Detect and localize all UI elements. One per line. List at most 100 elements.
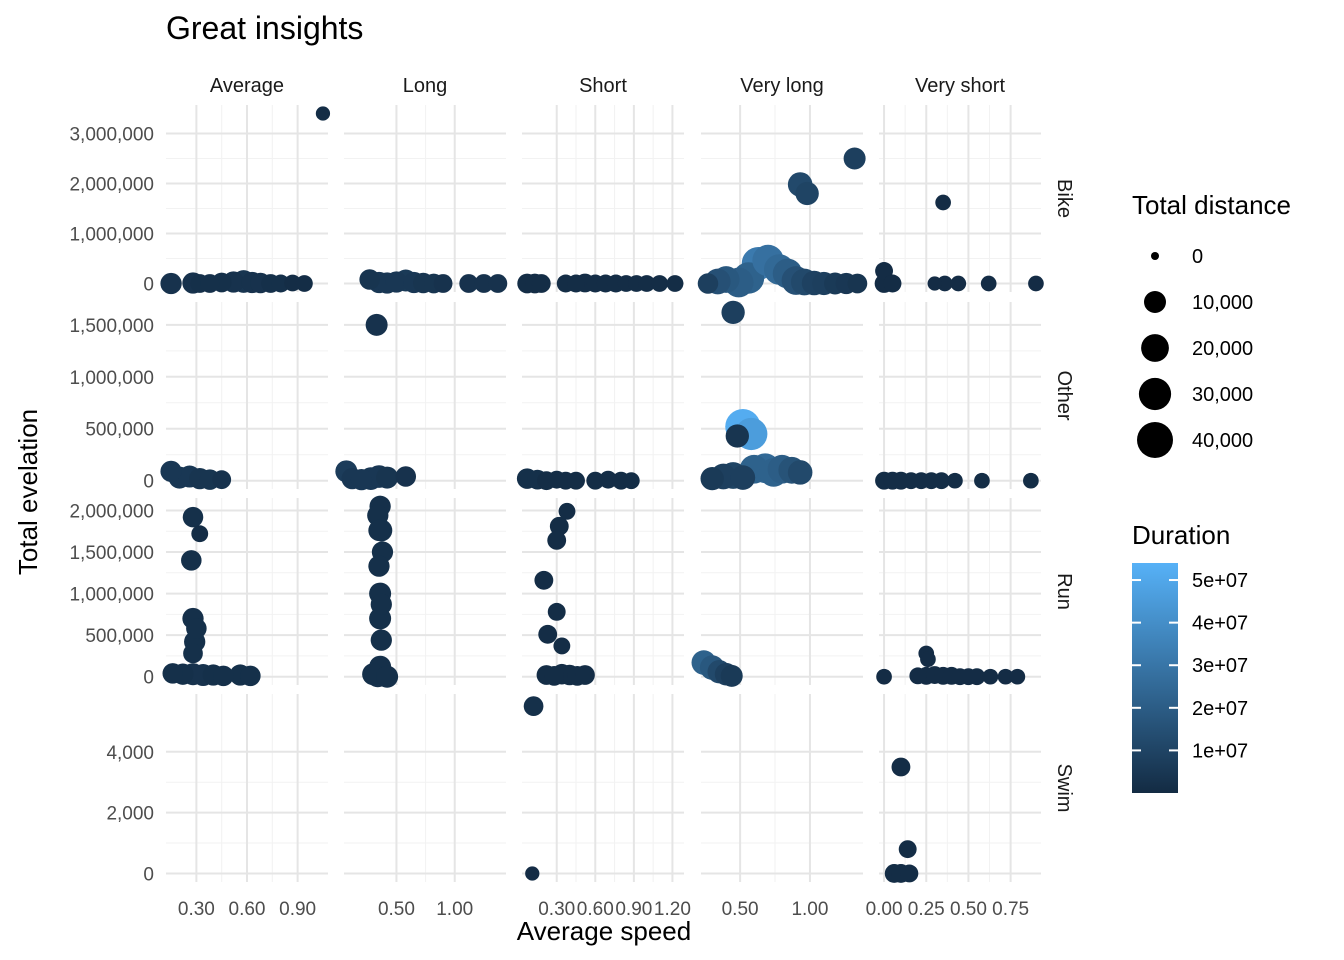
x-tick-label: 0.30 — [538, 899, 575, 920]
data-point — [315, 106, 331, 121]
data-point — [284, 274, 301, 292]
data-point — [558, 502, 576, 520]
x-tick-label: 0.50 — [722, 899, 759, 920]
panel-other-very-short — [879, 302, 1041, 489]
data-point — [370, 629, 392, 651]
y-tick-label: 1,000,000 — [69, 585, 154, 606]
size-legend-title: Total distance — [1132, 190, 1291, 220]
data-point — [544, 666, 564, 686]
y-tick-label: 0 — [143, 864, 154, 885]
panel-swim-very-short — [879, 694, 1041, 882]
data-point — [876, 668, 892, 685]
data-point — [474, 274, 494, 293]
size-legend-label: 10,000 — [1192, 292, 1253, 314]
data-point — [997, 668, 1014, 685]
data-point — [183, 643, 203, 664]
y-tick-label: 2,000,000 — [69, 501, 154, 522]
x-tick-label: 1.00 — [436, 899, 473, 920]
size-legend: Total distance 0 10,000 20,000 30,000 40,000 — [1132, 190, 1291, 458]
data-point — [181, 550, 202, 571]
data-point — [567, 274, 585, 293]
data-point — [982, 668, 999, 685]
y-tick-label: 3,000,000 — [69, 125, 154, 146]
data-point — [847, 273, 868, 294]
data-point — [534, 570, 554, 590]
data-point — [295, 275, 313, 292]
data-point — [697, 273, 719, 294]
panel-run-short — [522, 498, 684, 685]
panel-run-long — [344, 498, 506, 685]
data-point — [920, 651, 936, 668]
panel-swim-long — [344, 694, 506, 882]
facet-strip-bike: Bike — [1053, 179, 1075, 218]
data-point — [162, 663, 184, 684]
data-point — [909, 667, 927, 685]
size-legend-key — [1141, 334, 1169, 362]
data-point — [586, 471, 605, 490]
x-tick-label: 0.30 — [178, 899, 215, 920]
y-tick-label: 500,000 — [85, 420, 154, 441]
color-legend-label: 1e+07 — [1192, 740, 1248, 762]
y-tick-label: 0 — [143, 668, 154, 689]
panel-other-short — [522, 302, 684, 489]
data-point — [883, 274, 902, 293]
color-legend-label: 3e+07 — [1192, 655, 1248, 677]
panel-run-very-long — [701, 498, 863, 685]
color-legend-title: Duration — [1132, 520, 1230, 550]
size-legend-key — [1144, 291, 1166, 313]
data-point — [547, 530, 567, 550]
data-point — [525, 866, 540, 881]
size-legend-key — [1138, 377, 1172, 411]
facet-strip-run: Run — [1053, 573, 1075, 610]
data-point — [638, 275, 656, 292]
size-legend-label: 40,000 — [1192, 430, 1253, 452]
panels: Average Long Short Very long Very short Bike O… — [69, 75, 1075, 920]
data-point — [599, 470, 618, 489]
x-tick-label: 1.00 — [791, 899, 828, 920]
y-tick-label: 1,000,000 — [69, 225, 154, 246]
y-axis-title: Total evelation — [13, 409, 43, 575]
color-legend-label: 2e+07 — [1192, 698, 1248, 720]
data-point — [350, 469, 373, 491]
facet-strip-average: Average — [210, 75, 284, 97]
y-tick-label: 0 — [143, 275, 154, 296]
data-point — [523, 696, 544, 717]
data-point — [567, 471, 585, 490]
data-point — [547, 602, 566, 621]
size-legend-key — [1137, 422, 1173, 458]
data-point — [191, 525, 209, 543]
size-legend-label: 30,000 — [1192, 384, 1253, 406]
panel-swim-short — [522, 694, 684, 882]
data-point — [433, 274, 453, 293]
panel-swim-very-long — [701, 694, 863, 882]
data-point — [721, 300, 745, 325]
color-legend-bar — [1132, 563, 1178, 793]
data-point — [395, 466, 417, 487]
size-legend-label: 0 — [1192, 246, 1203, 268]
panel-bike-long — [344, 105, 506, 292]
data-point — [240, 665, 261, 687]
data-point — [160, 272, 182, 295]
y-tick-label: 2,000,000 — [69, 175, 154, 196]
x-tick-label: 0.25 — [908, 899, 945, 920]
y-tick-label: 2,000 — [106, 804, 154, 825]
panel-run-very-short — [879, 498, 1041, 685]
data-point — [666, 275, 684, 292]
data-point — [933, 472, 950, 490]
panel-bike-very-short — [879, 105, 1041, 292]
data-point — [622, 472, 640, 490]
data-point — [186, 618, 207, 639]
data-point — [368, 555, 390, 577]
data-point — [531, 274, 551, 293]
y-tick-label: 1,500,000 — [69, 543, 154, 564]
data-point — [212, 470, 232, 490]
data-point — [795, 181, 819, 206]
x-tick-label: 0.60 — [229, 899, 266, 920]
panel-swim-average — [166, 694, 328, 882]
facet-strip-short: Short — [579, 75, 627, 97]
x-axis-title: Average speed — [517, 916, 691, 946]
facet-strip-other: Other — [1053, 370, 1075, 420]
data-point — [898, 840, 917, 859]
data-point — [370, 593, 392, 616]
